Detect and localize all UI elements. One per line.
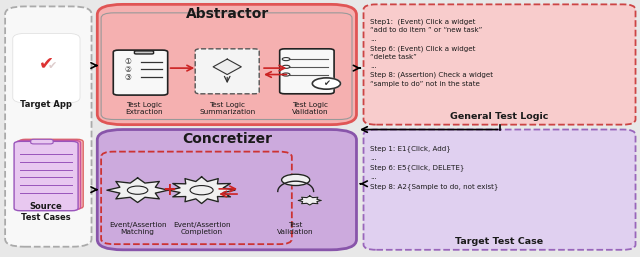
Polygon shape: [298, 196, 321, 205]
FancyBboxPatch shape: [5, 6, 92, 247]
Polygon shape: [168, 177, 235, 204]
FancyBboxPatch shape: [17, 140, 81, 210]
Circle shape: [190, 186, 213, 195]
Text: ...: ...: [370, 63, 377, 69]
Text: ✔: ✔: [323, 79, 330, 88]
Circle shape: [282, 174, 310, 186]
Text: “sample to do” not in the state: “sample to do” not in the state: [370, 81, 480, 87]
Text: Source
Test Cases: Source Test Cases: [21, 202, 71, 222]
FancyBboxPatch shape: [14, 141, 78, 211]
Text: Test Logic
Extraction: Test Logic Extraction: [125, 102, 163, 115]
Circle shape: [312, 78, 340, 89]
Text: Target App: Target App: [20, 99, 72, 109]
FancyBboxPatch shape: [13, 33, 80, 103]
Circle shape: [127, 186, 148, 194]
Text: Step 1: E1{Click, Add}: Step 1: E1{Click, Add}: [370, 145, 451, 152]
Text: Test Logic
Validation: Test Logic Validation: [292, 102, 329, 115]
Text: +: +: [163, 181, 177, 199]
FancyBboxPatch shape: [113, 50, 168, 95]
FancyBboxPatch shape: [101, 13, 352, 120]
Text: Step 8: (Assertion) Check a widget: Step 8: (Assertion) Check a widget: [370, 72, 493, 78]
Text: Target Test Case: Target Test Case: [456, 237, 543, 246]
Text: Step 6: (Event) Click a widget: Step 6: (Event) Click a widget: [370, 45, 476, 52]
Text: Test Logic
Summarization: Test Logic Summarization: [199, 102, 255, 115]
Text: ✔: ✔: [48, 61, 57, 70]
FancyBboxPatch shape: [97, 4, 356, 125]
FancyBboxPatch shape: [364, 130, 636, 250]
FancyBboxPatch shape: [19, 139, 83, 209]
Text: Step1:  (Event) Click a widget: Step1: (Event) Click a widget: [370, 19, 476, 25]
FancyBboxPatch shape: [195, 49, 259, 94]
Text: “add to do item ” or “new task”: “add to do item ” or “new task”: [370, 27, 482, 33]
Text: Test
Validation: Test Validation: [277, 222, 314, 235]
Text: “delete task”: “delete task”: [370, 54, 417, 60]
Text: ①: ①: [125, 57, 131, 66]
Text: Step 6: E5{Click, DELETE}: Step 6: E5{Click, DELETE}: [370, 164, 464, 171]
Text: Abstractor: Abstractor: [186, 7, 269, 21]
Text: Step 8: A2{Sample to do, not exist}: Step 8: A2{Sample to do, not exist}: [370, 183, 499, 190]
Text: Event/Assertion
Completion: Event/Assertion Completion: [173, 222, 230, 235]
FancyBboxPatch shape: [101, 152, 292, 244]
FancyBboxPatch shape: [134, 51, 154, 54]
FancyBboxPatch shape: [280, 49, 334, 94]
Text: Event/Assertion
Matching: Event/Assertion Matching: [109, 222, 166, 235]
FancyBboxPatch shape: [364, 4, 636, 125]
Text: ✔: ✔: [38, 54, 54, 72]
Text: Concretizer: Concretizer: [182, 132, 272, 146]
FancyBboxPatch shape: [31, 139, 53, 144]
Text: General Test Logic: General Test Logic: [451, 112, 548, 121]
Polygon shape: [213, 59, 241, 75]
Text: ...: ...: [370, 154, 377, 161]
Text: ...: ...: [370, 174, 377, 180]
FancyBboxPatch shape: [97, 130, 356, 250]
Text: ...: ...: [370, 36, 377, 42]
Text: ③: ③: [125, 72, 131, 82]
Text: ②: ②: [125, 65, 131, 74]
Polygon shape: [107, 178, 168, 203]
